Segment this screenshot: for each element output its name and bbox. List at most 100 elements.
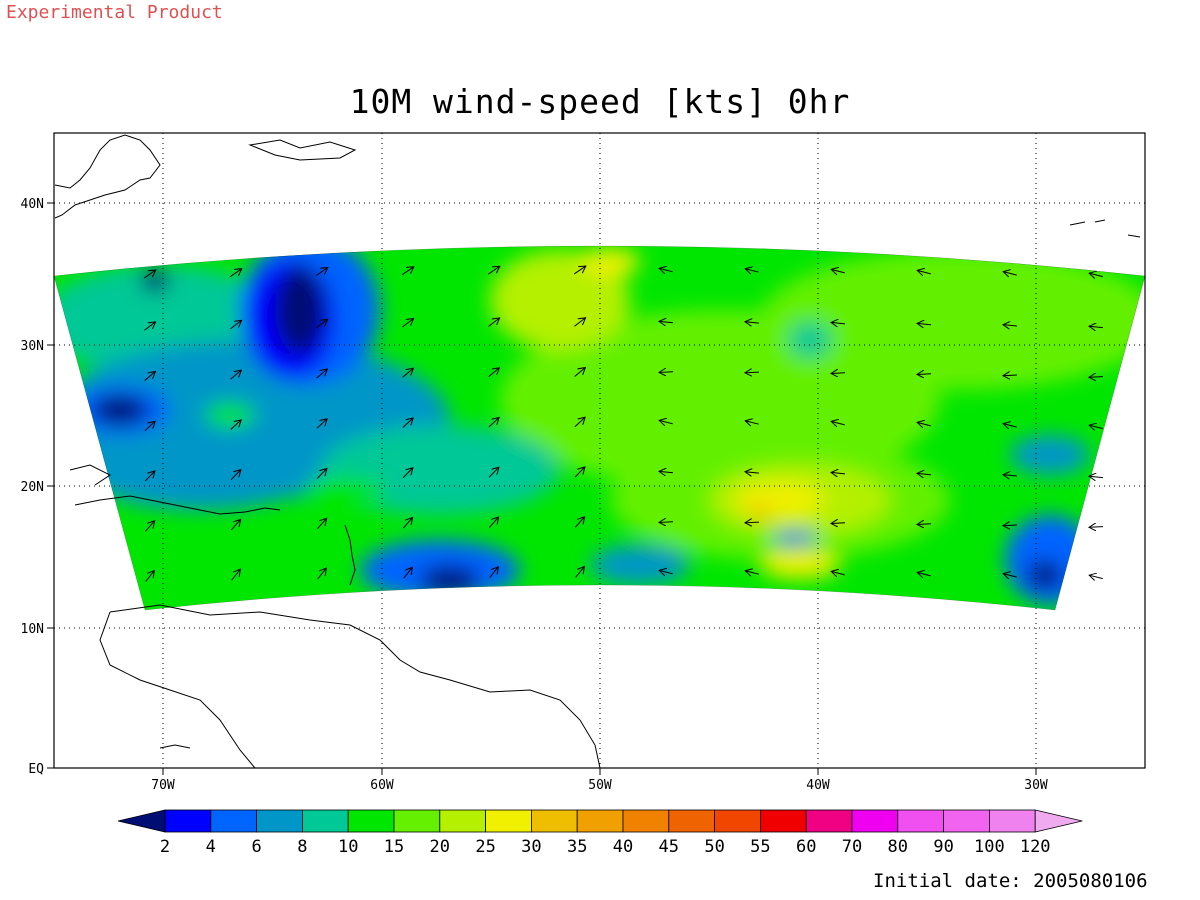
wind-arrow <box>659 471 674 472</box>
wind-arrow <box>316 469 327 479</box>
wind-arrow <box>574 318 585 327</box>
wind-arrow <box>488 417 499 428</box>
wind-arrow <box>144 372 156 381</box>
wind-arrow <box>316 419 327 429</box>
graticule: 70W 60W 50W 40W 30W 40N 30N 20N 10N EQ <box>21 133 1145 793</box>
colorbar-swatch <box>576 809 624 833</box>
wind-vectors <box>143 266 1104 582</box>
colorbar-label: 50 <box>704 837 724 857</box>
wind-arrow <box>574 417 585 428</box>
colorbar-label: 15 <box>384 837 404 857</box>
wind-arrow <box>917 323 932 324</box>
wind-arrow <box>831 269 845 272</box>
colorbar-label: 45 <box>659 837 679 857</box>
wind-arrow <box>575 567 585 578</box>
colorbar-swatch <box>485 809 532 833</box>
colorbar-label: 25 <box>475 837 495 857</box>
wind-arrow <box>1089 476 1104 477</box>
wind-arrow <box>659 570 673 573</box>
colorbar-label: 120 <box>1020 837 1051 857</box>
wind-arrow <box>489 517 498 528</box>
wind-arrow <box>573 266 586 275</box>
colorbar-swatch <box>256 809 303 833</box>
wind-arrow <box>1003 272 1017 275</box>
wind-arrow <box>917 572 931 575</box>
wind-arrow <box>1089 575 1103 578</box>
wind-arrow <box>831 322 846 323</box>
wind-arrow <box>316 319 327 329</box>
wind-arrow <box>403 517 412 529</box>
colorbar-label: 60 <box>796 837 816 857</box>
colorbar-swatch <box>989 809 1036 833</box>
wind-arrow <box>145 521 154 532</box>
wind-arrow <box>659 372 674 373</box>
wind-arrow <box>1003 525 1018 526</box>
wind-arrow <box>229 269 242 278</box>
colorbar-swatch <box>851 809 899 833</box>
colorbar-label: 90 <box>933 837 953 857</box>
colorbar-swatch <box>347 809 395 833</box>
wind-arrow <box>917 374 932 375</box>
lon-label: 40W <box>806 778 830 793</box>
colorbar-swatch <box>805 809 853 833</box>
colorbar-label: 4 <box>206 837 216 857</box>
wind-arrow <box>230 370 242 380</box>
wind-arrow <box>745 571 759 574</box>
wind-arrow <box>402 468 413 479</box>
colorbar-swatch <box>393 809 441 833</box>
wind-arrow <box>574 467 585 478</box>
wind-arrow <box>1003 475 1018 476</box>
wind-arrow <box>402 319 413 328</box>
wind-arrow <box>917 422 931 425</box>
colorbar-label: 10 <box>338 837 358 857</box>
wind-arrow <box>317 518 326 530</box>
initial-date: Initial date: 2005080106 <box>873 870 1148 892</box>
wind-arrow <box>1003 574 1017 577</box>
wind-arrow <box>316 369 328 379</box>
coastlines <box>54 134 1141 769</box>
colorbar-swatch <box>760 809 807 833</box>
wind-arrow <box>659 268 673 271</box>
wind-arrow <box>745 472 760 473</box>
colorbar-label: 2 <box>160 837 170 857</box>
wind-arrow <box>402 368 414 378</box>
wind-arrow <box>317 568 327 580</box>
lon-label: 30W <box>1024 778 1048 793</box>
lon-label: 60W <box>370 778 394 793</box>
wind-arrow <box>1003 325 1018 326</box>
colorbar-label: 40 <box>613 837 633 857</box>
colorbar-swatch <box>301 809 349 833</box>
colorbar-swatch <box>622 809 670 833</box>
wind-arrow <box>145 571 155 582</box>
lat-label: EQ <box>28 762 44 777</box>
wind-arrow <box>144 421 155 432</box>
wind-arrow <box>144 322 155 331</box>
colorbar-swatch <box>943 809 990 833</box>
wind-arrow <box>574 367 586 377</box>
colorbar-swatch <box>668 809 715 833</box>
colorbar-label: 100 <box>974 837 1005 857</box>
wind-arrow <box>231 519 240 531</box>
wind-arrow <box>144 471 155 482</box>
wind-arrow <box>488 368 500 378</box>
wind-arrow <box>831 523 846 524</box>
colorbar-swatch <box>531 809 578 833</box>
wind-field <box>54 246 1145 610</box>
wind-arrow <box>488 318 499 327</box>
colorbar-swatch <box>897 809 944 833</box>
colorbar-label: 80 <box>888 837 908 857</box>
lon-label: 50W <box>588 778 612 793</box>
wind-arrow <box>231 569 241 581</box>
colorbar-max-triangle <box>1034 809 1083 833</box>
colorbar-label: 30 <box>521 837 541 857</box>
wind-arrow <box>831 373 846 374</box>
colorbar-swatch <box>164 809 212 833</box>
wind-arrow <box>401 267 414 276</box>
experimental-product-tag: Experimental Product <box>6 2 223 23</box>
wind-arrow <box>143 270 156 279</box>
colorbar-label: 20 <box>430 837 450 857</box>
lat-label: 10N <box>21 622 44 637</box>
wind-arrow <box>315 268 328 276</box>
wind-arrow <box>487 266 500 275</box>
